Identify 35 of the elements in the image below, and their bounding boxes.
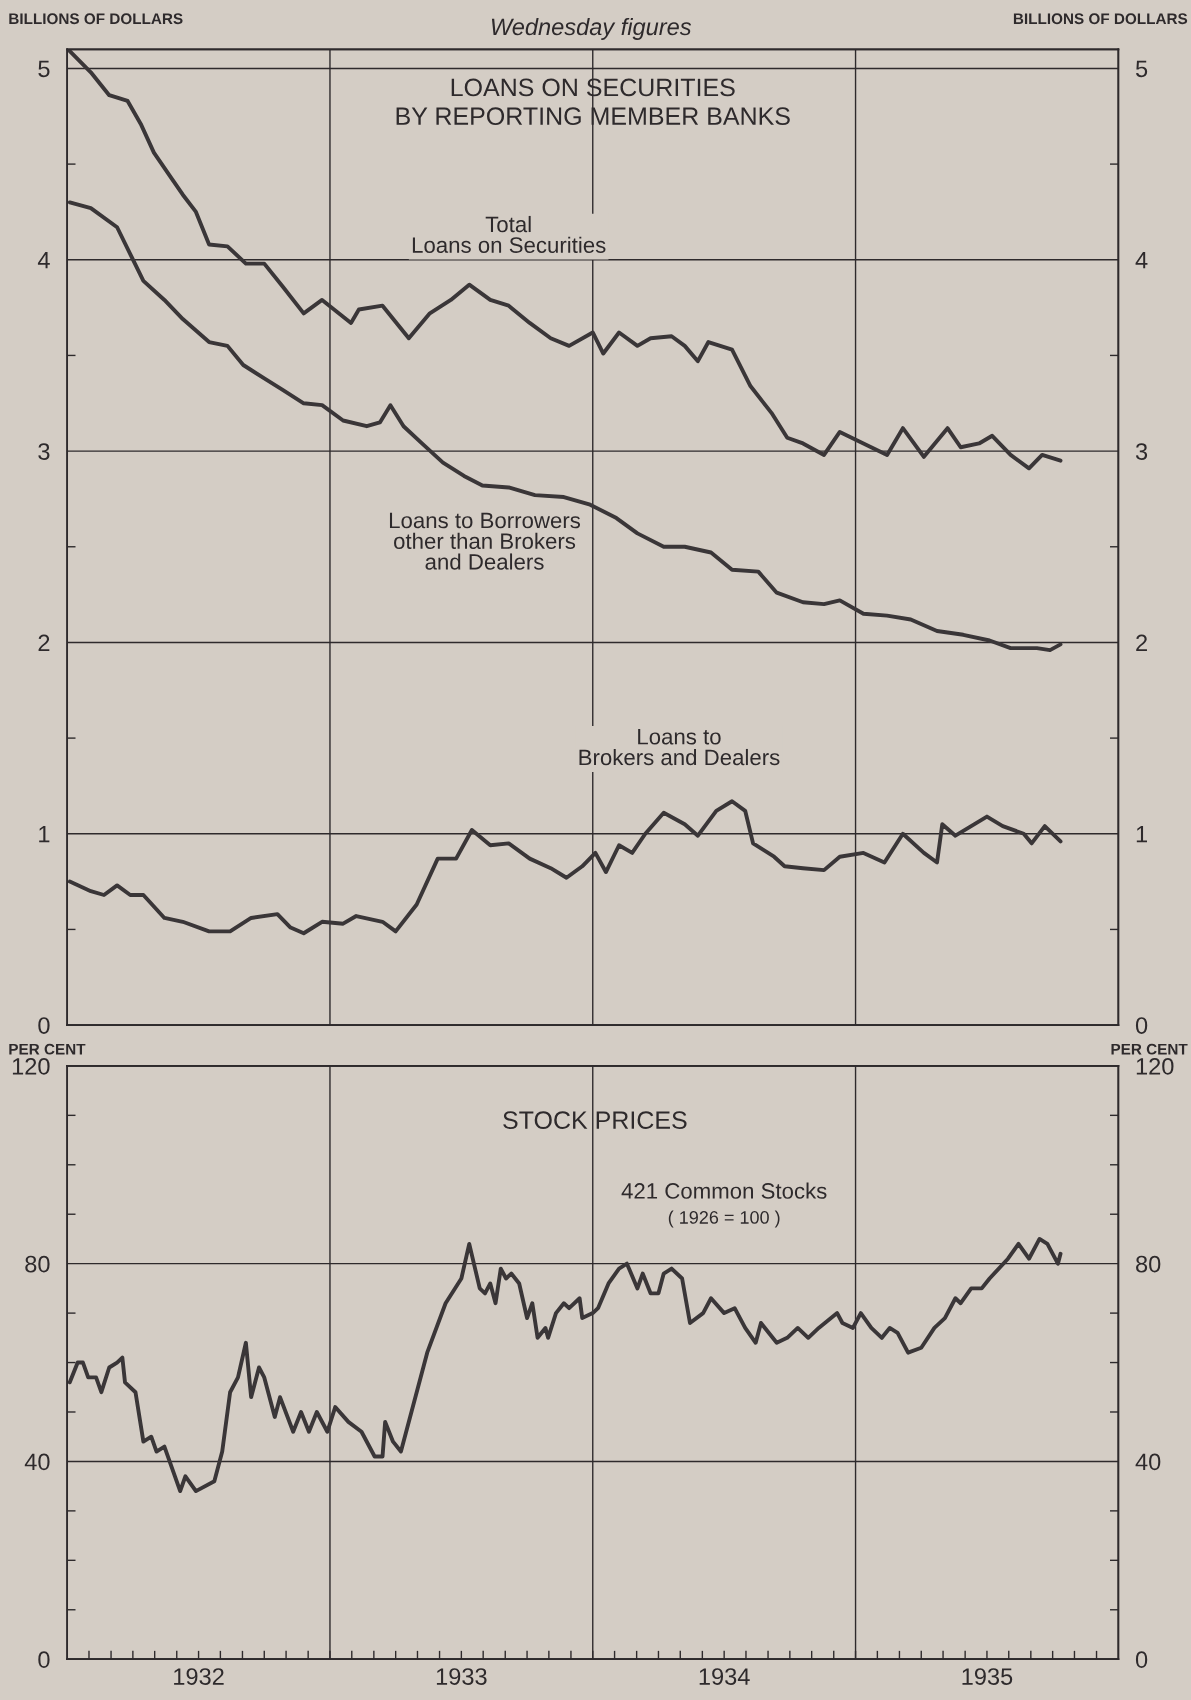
y-axis-title: BILLIONS OF DOLLARS	[9, 13, 183, 25]
y2-tick-label: 0	[1135, 1017, 1148, 1034]
text: Total Loans on Securities	[412, 215, 606, 253]
x-tick-label: 1933	[436, 1668, 487, 1685]
y2-tick-label: 4	[1135, 252, 1148, 269]
y2-tick-label: 5	[1135, 60, 1148, 78]
text: Loans to Brokers and Dealers	[579, 729, 780, 766]
y-tick-label: 0	[38, 1017, 50, 1034]
y-axis-title: PER CENT	[9, 1043, 86, 1055]
y-tick-label: 120	[12, 1057, 50, 1075]
y-tick-label: 1	[39, 826, 50, 843]
y-tick-label: 3	[38, 443, 50, 460]
y-tick-label: 80	[25, 1255, 50, 1273]
y2-tick-label: 1	[1136, 826, 1147, 843]
text: 421 Common Stocks	[621, 1182, 827, 1199]
annotation: ( 1926 = 100 )	[668, 1210, 780, 1228]
series-label: Loans to Borrowers other than Brokers and Dealers	[389, 512, 581, 570]
y2-axis-title: PER CENT	[1111, 1043, 1188, 1055]
y-tick-label: 0	[38, 1651, 50, 1668]
text: STOCK PRICES	[503, 1111, 687, 1129]
x-tick-label: 1935	[962, 1668, 1013, 1685]
text: Wednesday figures	[491, 17, 692, 40]
y2-tick-label: 0	[1135, 1651, 1148, 1668]
y-tick-label: 40	[24, 1453, 50, 1471]
x-tick-label: 1932	[174, 1668, 224, 1685]
y-tick-label: 5	[38, 60, 50, 78]
y-tick-label: 4	[37, 252, 50, 269]
y2-tick-label: 120	[1136, 1057, 1174, 1075]
x-tick-label: 1934	[699, 1668, 750, 1685]
y2-tick-label: 2	[1136, 634, 1147, 651]
y2-tick-label: 80	[1136, 1255, 1161, 1273]
y-tick-label: 2	[38, 634, 50, 651]
y2-tick-label: 3	[1135, 443, 1148, 460]
y2-tick-label: 40	[1135, 1453, 1161, 1471]
y2-axis-title: BILLIONS OF DOLLARS	[1013, 13, 1188, 25]
